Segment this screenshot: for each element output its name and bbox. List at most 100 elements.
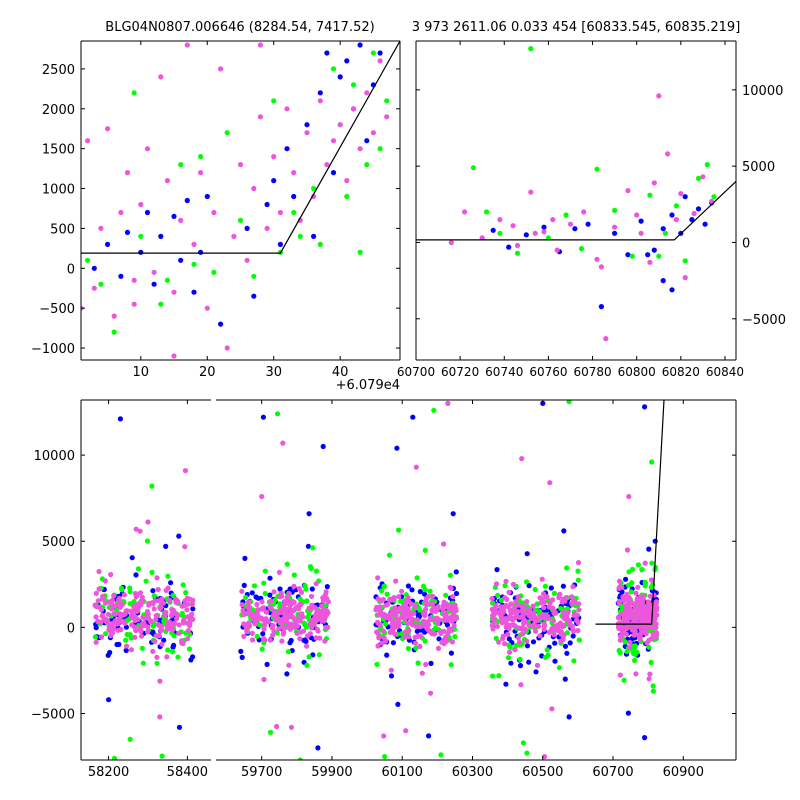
data-point [95, 598, 101, 604]
x-tick-label: 59700 [241, 765, 282, 780]
data-point [320, 443, 326, 450]
data-point [244, 225, 250, 231]
data-point [662, 230, 669, 236]
data-point [384, 652, 390, 658]
data-point [630, 648, 636, 654]
y-tick-label: 10000 [34, 449, 75, 464]
data-point [324, 162, 330, 168]
data-point [549, 706, 555, 712]
data-point [140, 660, 146, 666]
data-point [311, 185, 317, 192]
data-point [249, 590, 255, 596]
data-point [508, 660, 514, 666]
data-point [285, 598, 291, 604]
data-point [98, 281, 104, 287]
data-point [424, 622, 430, 628]
data-point [271, 608, 277, 614]
data-point [540, 612, 546, 618]
data-point [297, 636, 303, 642]
data-point [357, 42, 363, 48]
data-point [517, 614, 523, 620]
data-point [107, 649, 113, 656]
data-point [399, 613, 405, 620]
data-point [304, 643, 310, 649]
data-point [422, 587, 428, 593]
data-point [131, 277, 137, 283]
data-point [518, 682, 524, 688]
data-point [267, 729, 274, 736]
data-point [178, 257, 184, 263]
data-point [646, 623, 652, 629]
data-point [541, 605, 547, 611]
data-point [647, 593, 653, 599]
y-tick-label: −500 [39, 302, 75, 317]
data-point [375, 575, 381, 581]
data-point [303, 624, 309, 630]
data-point [161, 618, 167, 624]
data-point [429, 607, 435, 613]
data-point [490, 227, 496, 233]
data-point [533, 669, 539, 675]
model-curve-line [416, 180, 736, 241]
data-point [305, 543, 311, 549]
data-point [639, 608, 645, 615]
data-point [98, 225, 104, 231]
data-point [150, 601, 156, 607]
data-point [237, 217, 244, 223]
data-point [145, 629, 151, 635]
data-point [633, 590, 639, 596]
data-point [95, 618, 101, 625]
y-tick-label: 0 [67, 262, 75, 277]
y-tick-label: 0 [742, 236, 750, 251]
data-point [114, 621, 120, 627]
data-point [198, 154, 204, 160]
data-point [138, 201, 144, 208]
data-point [364, 90, 370, 96]
data-point [625, 188, 631, 194]
data-point [123, 624, 129, 630]
data-point [612, 224, 618, 230]
data-point [164, 654, 170, 660]
data-point [128, 647, 134, 653]
data-point [435, 645, 442, 652]
data-point [92, 634, 98, 640]
data-point [500, 616, 506, 622]
data-point [319, 603, 325, 609]
data-point [656, 93, 662, 99]
y-tick-label: 5000 [742, 160, 775, 175]
data-point [379, 588, 385, 594]
y-tick-label: 2000 [42, 103, 75, 118]
data-point [324, 584, 330, 590]
data-point [167, 597, 173, 604]
data-point [294, 630, 300, 637]
data-point [288, 724, 295, 730]
data-point [629, 580, 635, 586]
data-point [470, 165, 476, 171]
data-point [306, 611, 312, 617]
data-point [158, 233, 164, 239]
data-point [510, 617, 516, 623]
data-point [381, 583, 387, 590]
data-point [689, 217, 695, 223]
data-point [321, 618, 327, 624]
data-point [567, 640, 573, 646]
data-point [377, 50, 383, 56]
data-point [645, 599, 652, 605]
data-point [631, 601, 637, 608]
data-point [127, 589, 133, 595]
data-point [556, 665, 563, 671]
data-point [251, 583, 258, 589]
data-point [120, 619, 126, 625]
data-point [673, 203, 680, 209]
data-point [143, 578, 149, 584]
data-point [479, 235, 485, 241]
data-point [644, 619, 650, 625]
data-point [392, 624, 399, 630]
data-point [405, 605, 411, 612]
data-point [581, 209, 587, 215]
data-point [337, 74, 343, 80]
data-point [211, 269, 217, 275]
data-point [642, 735, 648, 741]
x-tick-label: 60800 [618, 365, 656, 379]
data-point [552, 658, 558, 664]
